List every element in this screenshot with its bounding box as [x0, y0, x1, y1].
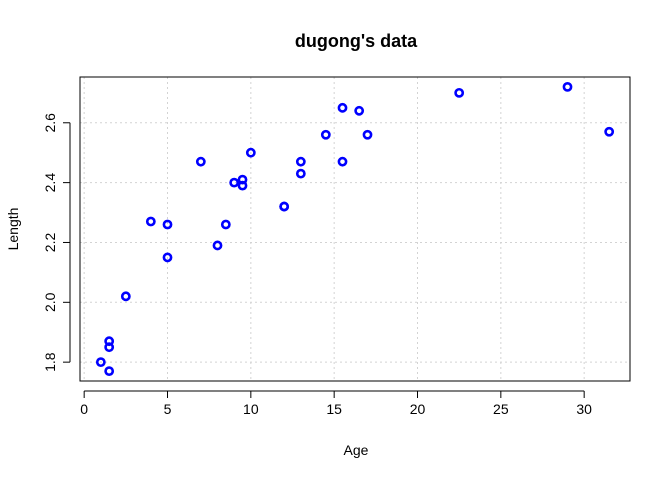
plot-frame: [79, 76, 631, 382]
x-tick-label: 25: [493, 401, 509, 417]
chart-title: dugong's data: [295, 31, 418, 51]
y-tick-label: 2.6: [42, 113, 58, 133]
y-axis: 1.8 2.0 2.2 2.4 2.6: [42, 113, 71, 372]
x-tick-label: 5: [164, 401, 172, 417]
data-point: [562, 81, 573, 92]
y-axis-label: Length: [5, 208, 21, 251]
data-point: [95, 357, 106, 368]
data-point: [354, 105, 365, 116]
data-point: [162, 219, 173, 230]
data-points: [95, 81, 615, 377]
data-point: [162, 252, 173, 263]
y-tick-label: 2.0: [42, 292, 58, 312]
data-point: [104, 366, 115, 377]
x-tick-label: 20: [410, 401, 426, 417]
data-point: [320, 129, 331, 140]
x-tick-label: 15: [326, 401, 342, 417]
x-tick-label: 30: [576, 401, 592, 417]
data-point: [295, 156, 306, 167]
data-point: [279, 201, 290, 212]
x-tick-label: 0: [80, 401, 88, 417]
data-point: [145, 216, 156, 227]
data-point: [229, 177, 240, 188]
grid: [80, 77, 630, 381]
data-point: [195, 156, 206, 167]
data-point: [120, 291, 131, 302]
x-tick-label: 10: [243, 401, 259, 417]
data-point: [604, 126, 615, 137]
data-point: [337, 102, 348, 113]
y-tick-label: 2.4: [42, 173, 58, 193]
y-tick-label: 1.8: [42, 352, 58, 372]
data-point: [104, 336, 115, 347]
x-axis: 0 5 10 15 20 25 30: [80, 390, 592, 417]
data-point: [454, 87, 465, 98]
data-point: [362, 129, 373, 140]
data-point: [237, 174, 248, 185]
data-point: [337, 156, 348, 167]
data-point: [295, 168, 306, 179]
data-point: [245, 147, 256, 158]
x-axis-label: Age: [344, 442, 369, 458]
y-tick-label: 2.2: [42, 233, 58, 253]
data-point: [212, 240, 223, 251]
data-point: [220, 219, 231, 230]
